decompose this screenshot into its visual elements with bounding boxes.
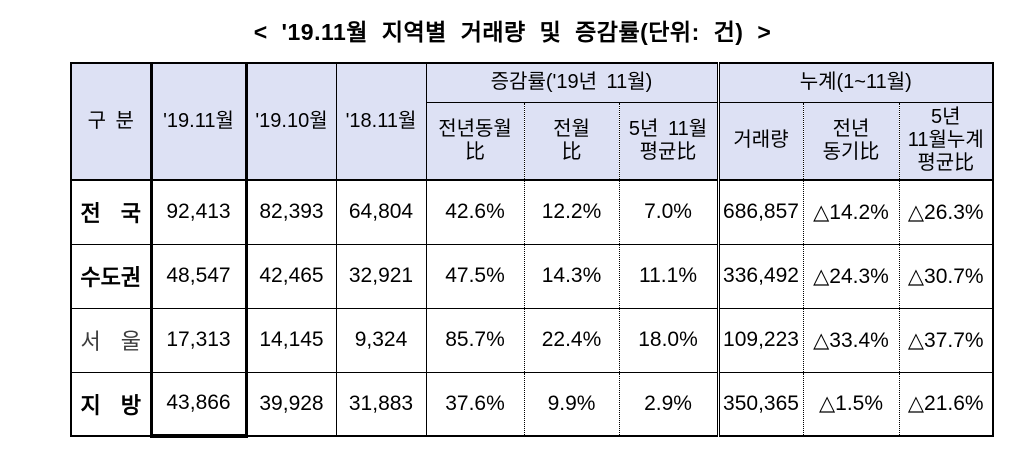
cell-yoy: 85.7%: [425, 307, 524, 372]
cell-1910: 82,393: [244, 179, 336, 244]
cell-cumulative-5yr-avg: △26.3%: [898, 179, 993, 244]
row-label: 전 국: [70, 179, 151, 244]
cell-mom: 14.3%: [523, 243, 619, 308]
cell-mom: 22.4%: [523, 307, 619, 372]
header-cumulative-yoy-ratio: 전년 동기比: [802, 101, 899, 180]
cell-1911: 17,313: [149, 307, 248, 372]
header-1911-month: '19.11월: [149, 62, 248, 180]
header-mom-ratio: 전월 比: [523, 101, 619, 180]
cell-5yr-avg: 7.0%: [618, 179, 718, 244]
cell-1911: 48,547: [149, 243, 248, 308]
cell-cumulative-volume: 350,365: [716, 371, 803, 436]
cell-5yr-avg: 18.0%: [618, 307, 718, 372]
table-row-nationwide: 전 국 92,413 82,393 64,804 42.6% 12.2% 7.0…: [70, 179, 993, 244]
header-yoy-ratio: 전년동월 比: [425, 101, 524, 180]
header-change-rate-section: 증감률('19년 11월): [425, 62, 718, 102]
header-5yr-avg-ratio: 5년 11월 평균比: [618, 101, 718, 180]
header-1910-month: '19.10월: [244, 62, 336, 180]
cell-mom: 9.9%: [523, 371, 619, 436]
header-gubun: 구 분: [70, 62, 151, 180]
header-cumulative-5yr-avg-ratio: 5년 11월누계 평균比: [898, 101, 993, 180]
cell-cumulative-5yr-avg: △30.7%: [898, 243, 993, 308]
header-1811-month: '18.11월: [335, 62, 426, 180]
cell-1811: 64,804: [335, 179, 426, 244]
header-cumulative-section: 누계(1~11월): [716, 62, 993, 102]
cell-cumulative-yoy: △33.4%: [802, 307, 899, 372]
cell-1911: 43,866: [149, 371, 248, 438]
header-row-subcolumns: 전년동월 比 전월 比 5년 11월 평균比 거래량 전년 동기比 5년 11월…: [71, 101, 993, 180]
cell-1811: 9,324: [335, 307, 426, 372]
cell-yoy: 47.5%: [425, 243, 524, 308]
table-row-seoul: 서 울 17,313 14,145 9,324 85.7% 22.4% 18.0…: [70, 307, 993, 372]
cell-5yr-avg: 11.1%: [618, 243, 718, 308]
cell-cumulative-volume: 686,857: [716, 179, 803, 244]
cell-mom: 12.2%: [523, 179, 619, 244]
cell-cumulative-5yr-avg: △21.6%: [898, 371, 993, 436]
cell-1910: 42,465: [244, 243, 336, 308]
cell-1910: 39,928: [244, 371, 336, 436]
cell-1811: 32,921: [335, 243, 426, 308]
cell-cumulative-5yr-avg: △37.7%: [898, 307, 993, 372]
cell-yoy: 42.6%: [425, 179, 524, 244]
cell-cumulative-volume: 109,223: [716, 307, 803, 372]
row-label: 수도권: [70, 243, 151, 308]
cell-1910: 14,145: [244, 307, 336, 372]
table-row-capital-area: 수도권 48,547 42,465 32,921 47.5% 14.3% 11.…: [70, 243, 993, 308]
row-label: 서 울: [70, 307, 151, 372]
cell-5yr-avg: 2.9%: [618, 371, 718, 436]
transactions-table: 구 분 '19.11월 '19.10월 '18.11월 증감률('19년 11월…: [70, 62, 994, 438]
cell-1811: 31,883: [335, 371, 426, 436]
row-label: 지 방: [70, 371, 151, 436]
cell-cumulative-yoy: △14.2%: [802, 179, 899, 244]
cell-cumulative-yoy: △24.3%: [802, 243, 899, 308]
header-row-sections: 구 분 '19.11월 '19.10월 '18.11월 증감률('19년 11월…: [70, 62, 993, 180]
table-row-provinces: 지 방 43,866 39,928 31,883 37.6% 9.9% 2.9%…: [70, 371, 993, 438]
cell-1911: 92,413: [149, 179, 248, 244]
header-cumulative-volume: 거래량: [716, 101, 803, 180]
table-title: < '19.11월 지역별 거래량 및 증감률(단위: 건) >: [253, 19, 772, 45]
cell-cumulative-volume: 336,492: [716, 243, 803, 308]
cell-cumulative-yoy: △1.5%: [802, 371, 899, 436]
cell-yoy: 37.6%: [425, 371, 524, 436]
